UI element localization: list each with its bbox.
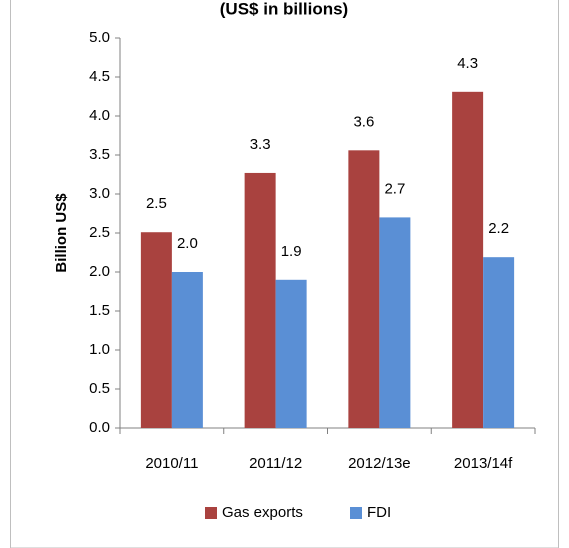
data-label: 4.3 xyxy=(457,55,478,72)
y-tick-label: 3.0 xyxy=(89,185,110,202)
data-label: 2.0 xyxy=(177,235,198,252)
x-tick-label: 2013/14f xyxy=(454,455,513,472)
x-tick-label: 2011/12 xyxy=(249,455,302,472)
bar xyxy=(483,257,515,428)
y-tick-label: 0.5 xyxy=(89,380,110,397)
y-tick-label: 5.0 xyxy=(89,29,110,46)
bar xyxy=(171,272,203,428)
data-label: 2.7 xyxy=(384,180,405,197)
legend-label: FDI xyxy=(367,504,391,521)
x-tick-label: 2010/11 xyxy=(145,455,198,472)
y-tick-label: 2.0 xyxy=(89,263,110,280)
y-tick-label: 0.0 xyxy=(89,419,110,436)
y-tick-label: 1.5 xyxy=(89,302,110,319)
legend-swatch xyxy=(205,507,217,519)
data-label: 2.5 xyxy=(146,195,167,212)
bar xyxy=(452,91,484,428)
y-axis-title: Billion US$ xyxy=(53,193,70,273)
y-tick-label: 3.5 xyxy=(89,146,110,163)
bar xyxy=(275,279,307,428)
data-label: 1.9 xyxy=(281,243,302,260)
chart-title: (US$ in billions) xyxy=(220,0,348,18)
bar xyxy=(244,172,276,428)
bar xyxy=(379,217,411,428)
y-tick-label: 4.0 xyxy=(89,107,110,124)
legend-label: Gas exports xyxy=(222,504,303,521)
bar xyxy=(348,150,380,428)
y-tick-label: 1.0 xyxy=(89,341,110,358)
bar xyxy=(140,232,172,428)
data-label: 3.6 xyxy=(353,113,374,130)
chart-frame xyxy=(10,0,559,548)
y-tick-label: 2.5 xyxy=(89,224,110,241)
x-tick-label: 2012/13e xyxy=(348,455,411,472)
data-label: 2.2 xyxy=(488,220,509,237)
data-label: 3.3 xyxy=(250,136,271,153)
legend-swatch xyxy=(350,507,362,519)
y-tick-label: 4.5 xyxy=(89,68,110,85)
